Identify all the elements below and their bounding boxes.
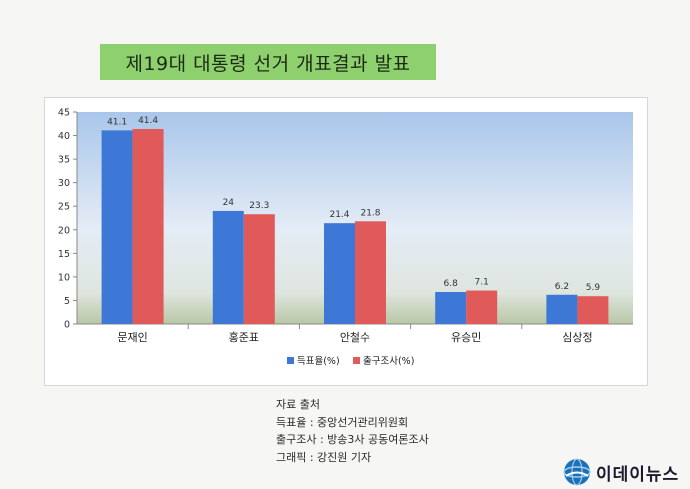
- bar-chart: 0 5 10 15 20 25 30 35 40 45 문재인 홍준표 안철수 유승민 심상정 41.1 41…: [58, 108, 633, 367]
- bar: [132, 128, 164, 324]
- bar: [101, 130, 133, 324]
- bar: [212, 210, 244, 324]
- data-label: 6.8: [444, 279, 459, 289]
- bar: [435, 291, 467, 324]
- x-tick-label: 문재인: [117, 331, 147, 344]
- data-label: 21.4: [329, 210, 349, 220]
- x-tick-label: 심상정: [562, 331, 592, 344]
- y-tick-label: 20: [58, 225, 70, 236]
- y-tick-label: 45: [58, 108, 70, 119]
- legend-swatch: [287, 357, 294, 364]
- data-label: 7.1: [475, 278, 489, 288]
- data-label: 23.3: [249, 201, 269, 211]
- y-tick-label: 5: [64, 296, 70, 307]
- x-tick-label: 홍준표: [229, 330, 259, 344]
- title-text: 제19대 대통령 선거 개표결과 발표: [125, 52, 411, 75]
- x-tick-label: 유승민: [451, 331, 481, 344]
- logo-text: 이데이뉴스: [596, 464, 680, 485]
- x-tick-label: 안철수: [340, 331, 370, 344]
- legend-swatch: [353, 357, 360, 364]
- source-block: 자료 출처 득표율 : 중앙선거관리위원회 출구조사 : 방송3사 공동여론조사…: [276, 396, 429, 466]
- y-tick-label: 30: [58, 178, 70, 189]
- bar: [355, 221, 386, 324]
- chart-frame: 0 5 10 15 20 25 30 35 40 45 문재인 홍준표 안철수 유승민 심상정 41.1 41…: [44, 97, 648, 386]
- bar: [577, 296, 609, 324]
- data-label: 21.8: [360, 208, 380, 218]
- y-tick-label: 35: [58, 155, 70, 166]
- data-label: 41.1: [107, 117, 127, 127]
- y-tick-label: 25: [58, 202, 70, 213]
- bar: [243, 214, 275, 324]
- source-line: 출구조사 : 방송3사 공동여론조사: [276, 433, 429, 446]
- data-label: 6.2: [555, 282, 569, 292]
- bar: [546, 294, 578, 324]
- data-label: 41.4: [138, 116, 158, 126]
- data-label: 24: [223, 198, 235, 208]
- bar: [466, 290, 498, 324]
- source-heading: 자료 출처: [276, 398, 320, 411]
- y-tick-label: 15: [58, 249, 70, 260]
- globe-icon: [563, 458, 591, 486]
- y-tick-label: 40: [58, 131, 70, 142]
- y-tick-label: 10: [58, 272, 70, 283]
- data-label: 5.9: [586, 283, 601, 293]
- legend-label: 출구조사(%): [363, 356, 414, 367]
- bar: [324, 223, 355, 324]
- infographic-title: 제19대 대통령 선거 개표결과 발표: [100, 44, 436, 80]
- source-line: 득표율 : 중앙선거관리위원회: [276, 415, 409, 429]
- legend-label: 득표율(%): [297, 356, 340, 367]
- y-tick-label: 0: [64, 320, 70, 331]
- logo: 이데이뉴스: [563, 458, 679, 486]
- source-line: 그래픽 : 강진원 기자: [276, 450, 372, 464]
